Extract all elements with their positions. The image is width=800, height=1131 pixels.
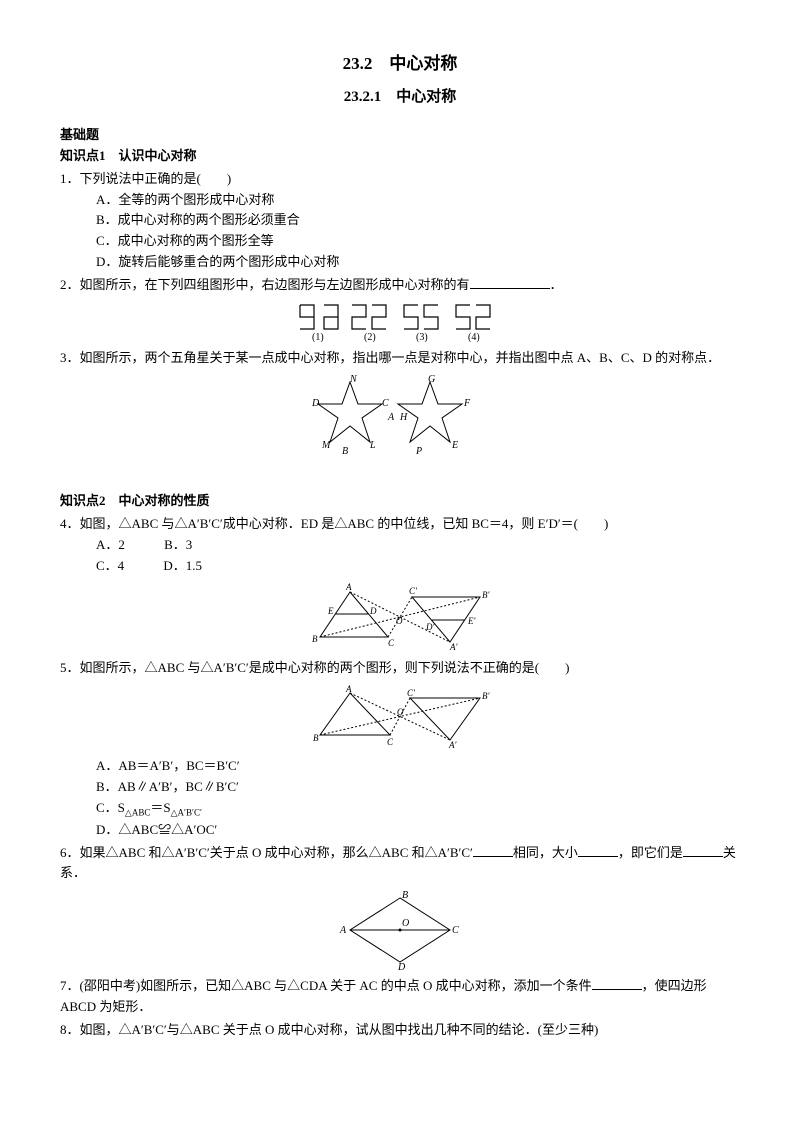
q2-text: 如图所示，在下列四组图形中，右边图形与左边图形成中心对称的有 — [80, 277, 470, 292]
q5-opt-d: D．△ABC≌△A′OC′ — [96, 820, 740, 841]
svg-text:A: A — [345, 685, 352, 694]
q7-num: 7． — [60, 978, 80, 993]
svg-text:C′: C′ — [407, 688, 416, 698]
q4-opt-d: D．1.5 — [163, 556, 202, 577]
q2-blank — [470, 275, 550, 289]
title-main: 23.2 中心对称 — [60, 50, 740, 77]
svg-text:(2): (2) — [364, 332, 376, 342]
q1-opt-c: C．成中心对称的两个图形全等 — [96, 231, 740, 252]
q7-blank — [592, 976, 642, 990]
q1-options: A．全等的两个图形成中心对称 B．成中心对称的两个图形必须重合 C．成中心对称的… — [60, 190, 740, 273]
q1-opt-a: A．全等的两个图形成中心对称 — [96, 190, 740, 211]
q7-t1: (邵阳中考)如图所示，已知△ABC 与△CDA 关于 AC 的中点 O 成中心对… — [80, 978, 592, 993]
svg-text:A: A — [387, 412, 395, 423]
q5-options: A．AB＝A′B′，BC＝B′C′ B．AB∥A′B′，BC∥B′C′ C．S△… — [60, 756, 740, 840]
figure-q6: B A C D O — [60, 890, 740, 970]
svg-text:D: D — [397, 962, 406, 970]
svg-text:B: B — [313, 733, 319, 743]
svg-text:B: B — [312, 634, 318, 644]
svg-text:B: B — [342, 446, 348, 457]
svg-text:C: C — [388, 638, 395, 648]
svg-text:O: O — [402, 918, 409, 929]
q6-t3: ，即它们是 — [618, 845, 683, 860]
q4-num: 4． — [60, 516, 80, 531]
q2-tail: ． — [550, 277, 563, 292]
q6-t1: 如果△ABC 和△A′B′C′关于点 O 成中心对称，那么△ABC 和△A′B′… — [80, 845, 473, 860]
svg-text:L: L — [369, 440, 376, 451]
svg-text:B: B — [402, 890, 408, 901]
q8-text: 如图，△A′B′C′与△ABC 关于点 O 成中心对称，试从图中找出几种不同的结… — [80, 1022, 599, 1037]
q1-num: 1． — [60, 171, 80, 186]
q4-opt-c: C．4 — [96, 556, 124, 577]
svg-text:A′: A′ — [449, 642, 458, 652]
q6-blank1 — [473, 843, 513, 857]
q4-opt-b: B．3 — [164, 535, 192, 556]
q6-blank3 — [683, 843, 723, 857]
q5-text: 如图所示，△ABC 与△A′B′C′是成中心对称的两个图形，则下列说法不正确的是… — [80, 660, 570, 675]
figure-q3: N C D L MB A G F H E P — [60, 374, 740, 464]
svg-text:D′: D′ — [425, 622, 435, 632]
svg-text:H: H — [399, 412, 408, 423]
q1-opt-b: B．成中心对称的两个图形必须重合 — [96, 210, 740, 231]
svg-text:C′: C′ — [409, 586, 418, 596]
svg-text:P: P — [415, 446, 422, 457]
svg-text:B′: B′ — [482, 691, 490, 701]
q4-options: A．2 B．3 C．4 D．1.5 — [60, 535, 740, 577]
q5-num: 5． — [60, 660, 80, 675]
q1-text: 下列说法中正确的是( ) — [80, 171, 232, 186]
svg-text:O: O — [397, 707, 404, 717]
q5-opt-a: A．AB＝A′B′，BC＝B′C′ — [96, 756, 740, 777]
question-5: 5．如图所示，△ABC 与△A′B′C′是成中心对称的两个图形，则下列说法不正确… — [60, 658, 740, 679]
question-6: 6．如果△ABC 和△A′B′C′关于点 O 成中心对称，那么△ABC 和△A′… — [60, 843, 740, 885]
svg-text:E: E — [327, 606, 334, 616]
q6-t2: 相同，大小 — [513, 845, 578, 860]
svg-text:C: C — [387, 737, 394, 747]
knowledge-point-2: 知识点2 中心对称的性质 — [60, 491, 740, 512]
q8-num: 8． — [60, 1022, 80, 1037]
q1-opt-d: D．旋转后能够重合的两个图形成中心对称 — [96, 252, 740, 273]
figure-q2: (1) (2) (3) (4) — [60, 302, 740, 342]
question-2: 2．如图所示，在下列四组图形中，右边图形与左边图形成中心对称的有 ． — [60, 275, 740, 296]
q6-blank2 — [578, 843, 618, 857]
svg-text:E′: E′ — [467, 616, 476, 626]
q6-num: 6． — [60, 845, 80, 860]
question-4: 4．如图，△ABC 与△A′B′C′成中心对称．ED 是△ABC 的中位线，已知… — [60, 514, 740, 535]
q4-opt-a: A．2 — [96, 535, 125, 556]
svg-text:D: D — [369, 606, 377, 616]
question-7: 7．(邵阳中考)如图所示，已知△ABC 与△CDA 关于 AC 的中点 O 成中… — [60, 976, 740, 1018]
q3-num: 3． — [60, 350, 80, 365]
figure-q4: A B C E D C′ B′ A′ D′ E′ O — [60, 582, 740, 652]
svg-text:(1): (1) — [312, 332, 324, 342]
svg-text:B′: B′ — [482, 590, 490, 600]
svg-text:C: C — [452, 925, 459, 936]
q3-text: 如图所示，两个五角星关于某一点成中心对称，指出哪一点是对称中心，并指出图中点 A… — [80, 350, 721, 365]
svg-text:M: M — [321, 440, 331, 451]
title-sub: 23.2.1 中心对称 — [60, 85, 740, 109]
svg-text:D: D — [311, 398, 320, 409]
q5-opt-b: B．AB∥A′B′，BC∥B′C′ — [96, 777, 740, 798]
svg-text:N: N — [349, 374, 358, 385]
svg-text:F: F — [463, 398, 471, 409]
svg-text:A′: A′ — [448, 740, 457, 750]
q4-text: 如图，△ABC 与△A′B′C′成中心对称．ED 是△ABC 的中位线，已知 B… — [80, 516, 609, 531]
svg-text:A: A — [339, 925, 347, 936]
svg-text:C: C — [382, 398, 389, 409]
question-8: 8．如图，△A′B′C′与△ABC 关于点 O 成中心对称，试从图中找出几种不同… — [60, 1020, 740, 1041]
svg-text:A: A — [345, 582, 352, 592]
section-basic: 基础题 — [60, 125, 740, 146]
svg-text:(4): (4) — [468, 332, 480, 342]
question-1: 1．下列说法中正确的是( ) — [60, 169, 740, 190]
svg-text:G: G — [428, 374, 435, 385]
q5-opt-c: C．S△ABC＝S△A′B′C′ — [96, 798, 740, 820]
svg-text:E: E — [451, 440, 458, 451]
knowledge-point-1: 知识点1 认识中心对称 — [60, 146, 740, 167]
svg-text:O: O — [396, 616, 403, 626]
figure-q5: A B C C′ B′ A′ O — [60, 685, 740, 750]
svg-text:(3): (3) — [416, 332, 428, 342]
q2-num: 2． — [60, 277, 80, 292]
question-3: 3．如图所示，两个五角星关于某一点成中心对称，指出哪一点是对称中心，并指出图中点… — [60, 348, 740, 369]
